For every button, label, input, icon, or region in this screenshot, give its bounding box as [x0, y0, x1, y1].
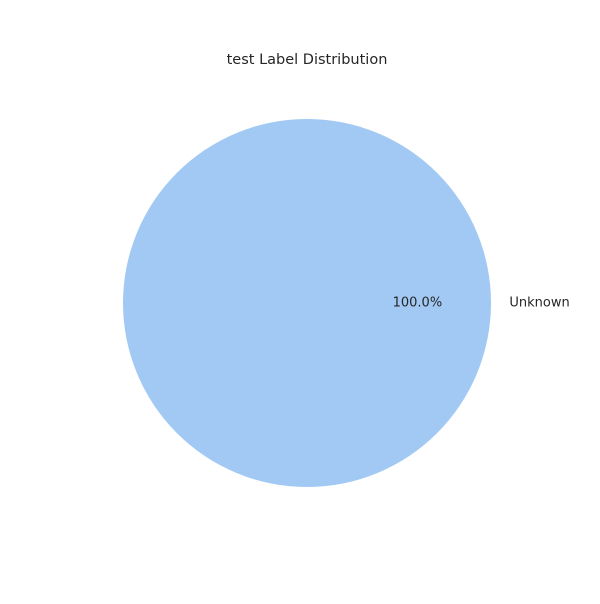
- pie-slices: [123, 119, 491, 487]
- chart-title: test Label Distribution: [227, 52, 388, 68]
- pie-labels: Unknown 100.0%: [393, 296, 570, 311]
- slice-percent-label: 100.0%: [393, 296, 443, 311]
- slice-category-label: Unknown: [509, 296, 569, 311]
- pie-slice-unknown: [123, 119, 491, 487]
